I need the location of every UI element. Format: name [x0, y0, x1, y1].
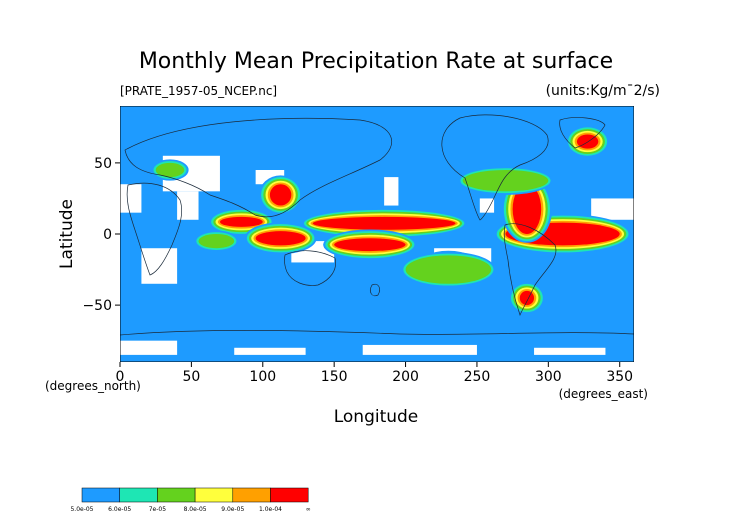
colorbar-segment — [194, 487, 234, 503]
chart-title: Monthly Mean Precipitation Rate at surfa… — [139, 49, 613, 74]
precip-contour — [219, 216, 263, 227]
precip-contour — [334, 238, 406, 252]
missing-patch — [234, 347, 306, 355]
x-tick-label: 0 — [116, 369, 125, 385]
colorbar-segment — [157, 487, 196, 503]
precip-contour — [519, 290, 535, 306]
y-tick-label: 0 — [103, 227, 112, 243]
coastlines — [120, 114, 634, 336]
colorbar-label: 8.0e-05 — [184, 506, 207, 513]
colorbar-label: 7e-05 — [149, 506, 166, 513]
x-tick-label: 100 — [249, 369, 276, 385]
y-tick-label: 50 — [94, 156, 112, 172]
colorbar-label: 5.0e-05 — [70, 506, 93, 513]
y-tick-label: −50 — [82, 298, 112, 314]
units-label: (units:Kg/m¯2/s) — [546, 83, 660, 99]
x-tick-label: 150 — [321, 369, 348, 385]
missing-patch — [120, 340, 178, 355]
missing-patch — [591, 198, 634, 220]
missing-patch — [141, 248, 178, 284]
x-unit-label: (degrees_east) — [559, 387, 648, 401]
colorbar-segment — [119, 487, 158, 503]
precip-contour — [405, 255, 492, 284]
x-tick-label: 50 — [182, 369, 200, 385]
colorbar-label: 6.0e-05 — [108, 506, 131, 513]
y-axis-ticks: 50 0 −50 — [82, 156, 120, 314]
precip-contour — [155, 162, 185, 178]
precip-contour — [198, 234, 235, 249]
y-unit-label: (degrees_north) — [45, 379, 141, 393]
precip-contour — [462, 170, 549, 192]
colorbar — [81, 487, 309, 503]
x-tick-label: 300 — [535, 369, 562, 385]
x-tick-label: 250 — [464, 369, 491, 385]
colorbar-segment — [81, 487, 120, 503]
missing-patch — [120, 184, 142, 213]
colorbar-segment — [270, 487, 309, 503]
missing-patch — [384, 177, 399, 206]
y-axis-label: Latitude — [57, 199, 77, 269]
x-tick-label: 350 — [606, 369, 633, 385]
missing-patch — [177, 191, 199, 220]
precipitation-layer — [151, 125, 631, 314]
missing-patch — [479, 198, 495, 213]
colorbar-segment — [232, 487, 271, 503]
x-axis-ticks: 0 50 100 150 200 250 300 350 — [116, 362, 633, 385]
precip-contour — [512, 184, 542, 234]
colorbar-label: 9.0e-05 — [221, 506, 244, 513]
precip-contour — [269, 184, 292, 206]
precip-contour — [312, 216, 456, 230]
x-tick-label: 200 — [392, 369, 419, 385]
missing-patch — [534, 347, 606, 355]
colorbar-label: 1.0e-04 — [259, 506, 282, 513]
precip-contour — [255, 231, 306, 246]
missing-patch — [362, 344, 477, 355]
colorbar-labels: 5.0e-05 6.0e-05 7e-05 8.0e-05 9.0e-05 1.0e-04… — [70, 506, 310, 513]
colorbar-label: ∞ — [306, 506, 311, 513]
source-file-label: [PRATE_1957-05_NCEP.nc] — [120, 84, 277, 98]
map-plot-area — [120, 106, 634, 362]
x-axis-label: Longitude — [334, 407, 419, 427]
